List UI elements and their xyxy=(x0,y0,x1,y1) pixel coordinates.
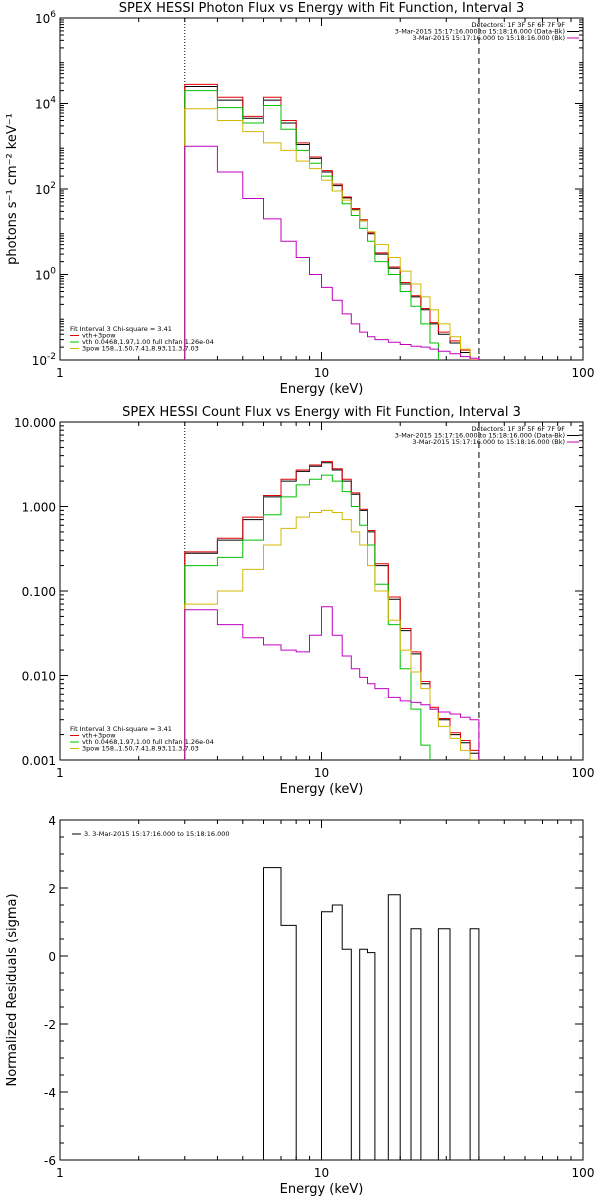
y-tick-label: 0 xyxy=(48,950,56,964)
y-tick-label: 100 xyxy=(35,267,56,283)
x-tick-label: 1 xyxy=(56,1166,64,1180)
x-tick-label: 100 xyxy=(572,1166,595,1180)
legend-bottom-left-entry: 3pow 158.,1.50,7.41,8.93,11.3,7.03 xyxy=(82,745,199,753)
y-tick-label: 2 xyxy=(48,882,56,896)
series-line-1 xyxy=(184,86,471,360)
legend-top-right-entry: Detectors: 1F 3F 5F 6F 7F 9F xyxy=(471,21,565,29)
legend-bottom-left-entry: vth+3pow xyxy=(82,732,116,740)
x-axis-label: Energy (keV) xyxy=(280,1182,364,1197)
x-tick-label: 10 xyxy=(314,1166,329,1180)
y-axis-label: photons s⁻¹ cm⁻² keV⁻¹ xyxy=(5,113,20,265)
axes-frame xyxy=(59,421,584,761)
y-tick-label: 104 xyxy=(35,96,56,112)
x-tick-label: 100 xyxy=(572,366,595,380)
series-line-1 xyxy=(263,867,480,1160)
series-group xyxy=(184,461,480,760)
chart-title: SPEX HESSI Photon Flux vs Energy with Fi… xyxy=(119,1,525,16)
legend-top-right-entry: 3-Mar-2015 15:17:16.000 to 15:18:16.000 … xyxy=(395,432,565,440)
series-line-1 xyxy=(184,462,480,760)
chart-2: 1 10 100 0.001 0.010 0.100 1.000 10.000 SPEX HES… xyxy=(14,405,595,797)
series-line-4 xyxy=(184,108,471,360)
x-tick-label: 100 xyxy=(572,766,595,780)
chart-1: 1 10 100 10-2 100 102 104 106 SPEX HESSI Photon … xyxy=(5,1,595,397)
axes-frame xyxy=(59,17,584,361)
legend-bottom-left-entry: vth+3pow xyxy=(82,332,116,340)
series-line-5 xyxy=(184,145,480,360)
series-line-3 xyxy=(184,90,439,360)
y-tick-label: 0.010 xyxy=(22,670,56,684)
y-tick-label: 10.000 xyxy=(14,416,56,430)
chart-3: 1 10 100 -6 -4 -2 0 2 4 Energy (keV) Normalized Re… xyxy=(5,814,595,1197)
y-tick-label: 4 xyxy=(48,814,56,828)
y-tick-label: 10-2 xyxy=(32,352,56,368)
x-tick-label: 1 xyxy=(56,366,64,380)
legend-bottom-left-entry: Fit Interval 3 Chi-square = 3.41 xyxy=(70,325,172,333)
legend-bottom-left-entry: Fit Interval 3 Chi-square = 3.41 xyxy=(70,725,172,733)
x-tick-label: 10 xyxy=(314,366,329,380)
series-line-5 xyxy=(184,606,480,760)
x-tick-label: 1 xyxy=(56,766,64,780)
legend-bottom-left-entry: vth 0.0468,1.97,1.00 full chfan 1.26e-04 xyxy=(82,738,214,746)
series-group xyxy=(263,867,480,1160)
legend-top-right-entry: 3-Mar-2015 15:17:16.000 to 15:18:16.000 … xyxy=(412,438,565,446)
series-group xyxy=(184,83,480,360)
legend-top-right-entry: 3-Mar-2015 15:17:16.000 to 15:18:16.000 … xyxy=(412,34,565,42)
y-tick-label: -6 xyxy=(44,1154,56,1168)
legend-top-left-entry: 3. 3-Mar-2015 15:17:16.000 to 15:18:16.0… xyxy=(84,830,230,838)
y-axis-label: Normalized Residuals (sigma) xyxy=(5,893,20,1086)
y-tick-label: 0.100 xyxy=(22,585,56,599)
series-line-3 xyxy=(184,474,431,760)
series-line-2 xyxy=(184,83,480,360)
x-tick-label: 10 xyxy=(314,766,329,780)
y-tick-label: 0.001 xyxy=(22,754,56,768)
legend-top-right-entry: 3-Mar-2015 15:17:16.000 to 15:18:16.000 … xyxy=(395,28,565,36)
series-line-2 xyxy=(184,461,480,760)
legend-bottom-left-entry: vth 0.0468,1.97,1.00 full chfan 1.26e-04 xyxy=(82,338,214,346)
y-tick-label: 102 xyxy=(35,181,56,197)
series-line-4 xyxy=(184,509,480,760)
legend-top-right-entry: Detectors: 1F 3F 5F 6F 7F 9F xyxy=(471,425,565,433)
y-tick-label: -2 xyxy=(44,1018,56,1032)
legend-bottom-left-entry: 3pow 158.,1.50,7.41,8.93,11.3,7.03 xyxy=(82,345,199,353)
y-tick-label: 1.000 xyxy=(22,501,56,515)
y-tick-label: 106 xyxy=(35,10,56,26)
x-axis-label: Energy (keV) xyxy=(280,782,364,797)
y-tick-label: -4 xyxy=(44,1086,56,1100)
x-axis-label: Energy (keV) xyxy=(280,382,364,397)
chart-title: SPEX HESSI Count Flux vs Energy with Fit… xyxy=(122,405,521,420)
